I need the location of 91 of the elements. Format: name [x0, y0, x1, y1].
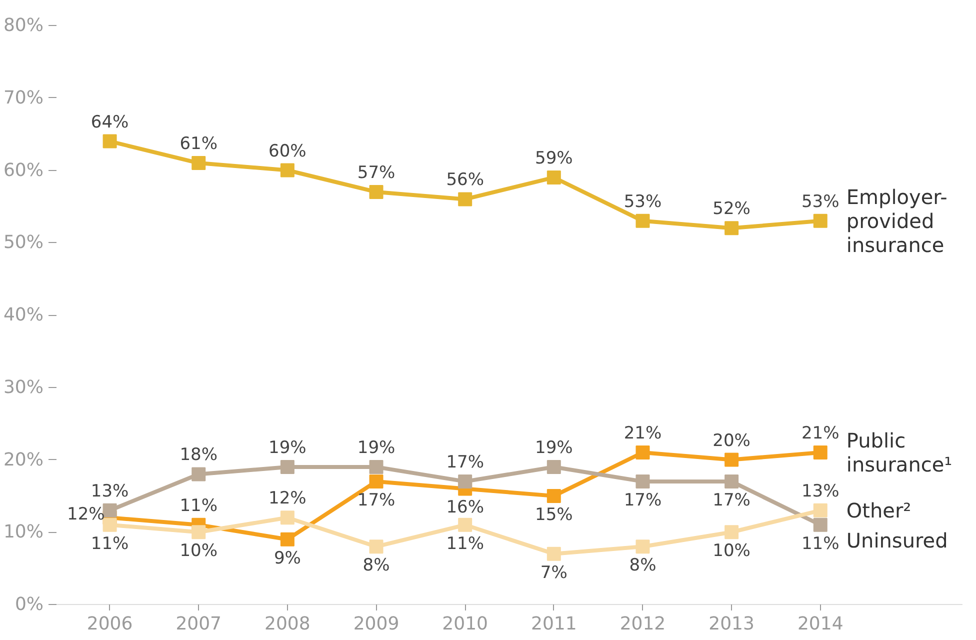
data-label: 9%: [274, 548, 301, 568]
x-tick-label: 2007: [176, 614, 222, 634]
point: [546, 488, 561, 503]
point: [813, 503, 828, 518]
point: [724, 474, 739, 488]
x-tick-label: 2012: [620, 614, 666, 634]
point: [280, 163, 294, 178]
point: [369, 184, 384, 199]
point: [369, 540, 384, 554]
data-label: 11%: [180, 496, 218, 516]
point: [724, 221, 739, 236]
y-tick-label: 80%: [3, 15, 44, 36]
data-label: 20%: [712, 430, 750, 451]
data-label: 11%: [801, 534, 840, 554]
point: [102, 503, 117, 518]
data-label: 19%: [357, 438, 396, 458]
x-tick-label: 2009: [353, 614, 400, 634]
y-tick-label: 0%: [14, 594, 44, 615]
data-label: 17%: [624, 490, 662, 510]
point: [192, 525, 206, 540]
y-tick-label: 60%: [3, 160, 44, 181]
point: [280, 532, 294, 546]
data-label: 60%: [268, 141, 306, 162]
data-label: 17%: [357, 490, 396, 510]
series-label: Public insurance¹: [846, 428, 952, 477]
data-label: 12%: [268, 488, 306, 509]
point: [280, 460, 294, 474]
y-tick-label: 10%: [3, 522, 44, 543]
point: [724, 452, 739, 467]
point: [458, 192, 472, 206]
data-label: 10%: [712, 541, 750, 562]
point: [458, 474, 472, 488]
point: [546, 170, 561, 184]
data-label: 61%: [180, 134, 218, 154]
data-label: 12%: [67, 504, 105, 525]
x-tick-label: 2010: [442, 614, 488, 634]
x-tick-label: 2008: [264, 614, 310, 634]
data-label: 13%: [90, 481, 129, 502]
point: [546, 460, 561, 474]
point: [102, 134, 117, 148]
point: [102, 518, 117, 532]
data-label: 17%: [446, 452, 484, 472]
data-label: 19%: [535, 438, 573, 458]
point: [813, 214, 828, 228]
y-tick-label: 70%: [3, 87, 44, 108]
point: [369, 474, 384, 488]
y-tick-label: 40%: [3, 304, 44, 326]
point: [546, 546, 561, 561]
point: [636, 474, 650, 488]
data-label: 64%: [90, 112, 129, 132]
data-label: 8%: [362, 556, 390, 576]
point: [369, 460, 384, 474]
point: [813, 518, 828, 532]
series-label: Other²: [846, 498, 912, 522]
data-label: 57%: [357, 162, 396, 183]
data-label: 17%: [712, 490, 750, 510]
data-label: 15%: [535, 504, 573, 525]
point: [636, 540, 650, 554]
x-tick-label: 2013: [708, 614, 754, 634]
data-label: 10%: [180, 541, 218, 562]
data-label: 8%: [629, 556, 656, 576]
data-label: 59%: [535, 148, 573, 168]
data-label: 19%: [268, 438, 306, 458]
point: [724, 525, 739, 540]
data-label: 7%: [540, 562, 568, 583]
data-label: 11%: [446, 534, 484, 554]
data-label: 18%: [180, 445, 218, 466]
x-tick-label: 2014: [797, 614, 844, 634]
data-label: 13%: [801, 481, 840, 502]
data-label: 53%: [624, 192, 662, 212]
data-label: 52%: [712, 199, 750, 220]
point: [458, 518, 472, 532]
y-tick-label: 50%: [3, 232, 44, 254]
series-label: Employer- provided insurance: [846, 184, 948, 257]
point: [192, 156, 206, 170]
point: [813, 446, 828, 460]
data-label: 21%: [624, 424, 662, 444]
point: [636, 214, 650, 228]
point: [192, 467, 206, 482]
data-label: 53%: [801, 192, 840, 212]
point: [280, 510, 294, 525]
series-label: Uninsured: [846, 528, 948, 552]
y-tick-label: 20%: [3, 449, 44, 470]
data-label: 11%: [90, 534, 129, 554]
data-label: 56%: [446, 170, 484, 190]
x-tick-label: 2011: [531, 614, 577, 634]
point: [636, 446, 650, 460]
x-tick-label: 2006: [86, 614, 133, 634]
y-tick-label: 30%: [3, 376, 44, 398]
data-label: 16%: [446, 498, 484, 518]
data-label: 21%: [801, 424, 840, 444]
